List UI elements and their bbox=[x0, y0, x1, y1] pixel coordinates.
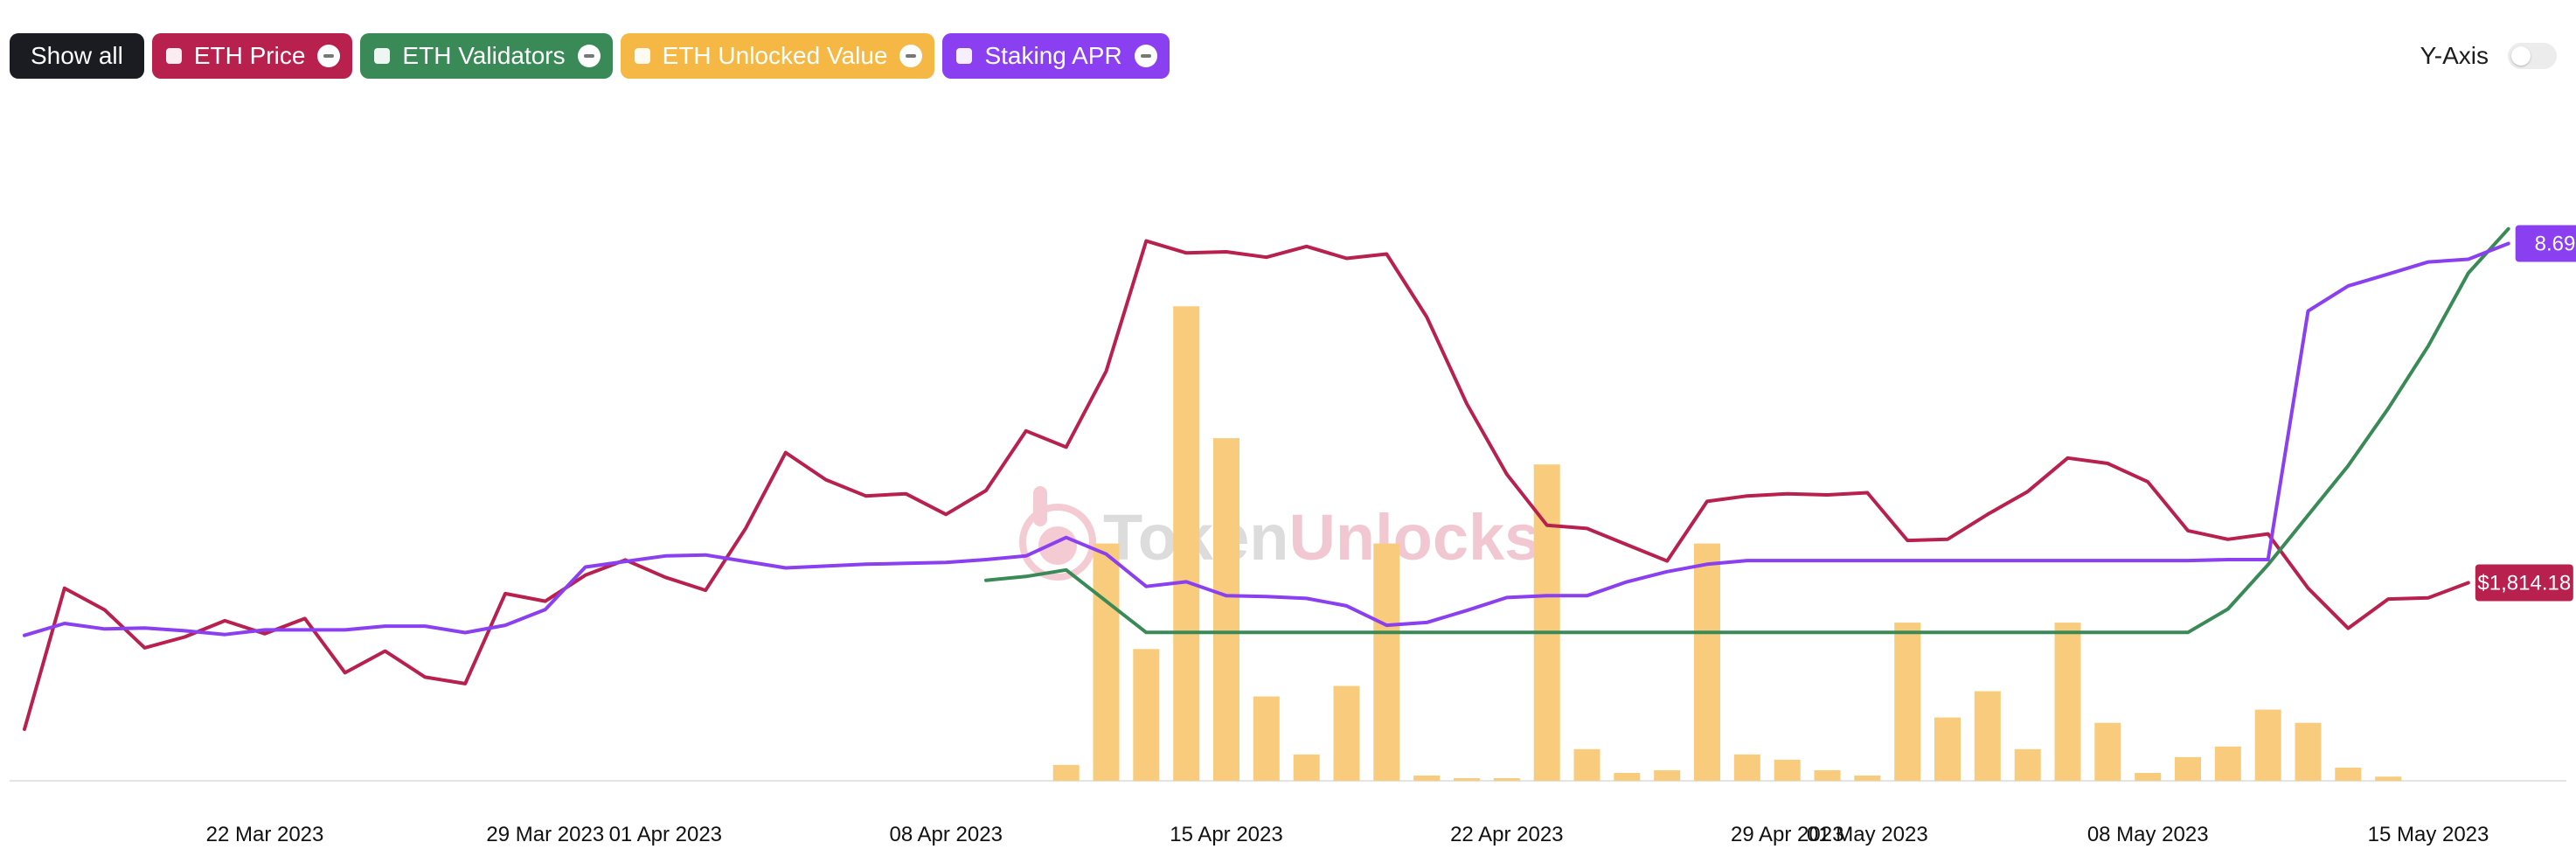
x-tick-label: 08 Apr 2023 bbox=[889, 823, 1002, 846]
bars-eth-unlocked-value bbox=[1052, 306, 2402, 782]
remove-icon[interactable] bbox=[577, 45, 601, 67]
bar-eth-unlocked-value bbox=[2175, 756, 2201, 781]
end-labels: $1,814.18 8.69% bbox=[2475, 225, 2576, 602]
end-label-box-eth-price bbox=[2475, 564, 2573, 602]
end-label-eth-price: $1,814.18 bbox=[2475, 564, 2573, 602]
bar-eth-unlocked-value bbox=[1454, 778, 1480, 781]
x-tick-label: 22 Mar 2023 bbox=[206, 823, 324, 846]
y-axis-label: Y-Axis bbox=[2420, 42, 2489, 69]
legend-chip-label: ETH Validators bbox=[402, 42, 566, 69]
svg-text:TokenUnlocks.: TokenUnlocks. bbox=[1103, 501, 1559, 574]
x-tick-label: 29 Apr 2023 bbox=[1731, 823, 1843, 846]
x-tick-label: 08 May 2023 bbox=[2087, 823, 2209, 846]
bar-eth-unlocked-value bbox=[2254, 709, 2281, 781]
line-eth-price bbox=[23, 239, 2470, 731]
x-axis-ticks: 22 Mar 2023 29 Mar 2023 01 Apr 2023 08 Apr … bbox=[206, 823, 2489, 846]
legend-chip-staking-apr[interactable]: Staking APR bbox=[942, 33, 1170, 79]
x-tick-label: 22 Apr 2023 bbox=[1450, 823, 1563, 846]
y-axis-control: Y-Axis bbox=[2420, 38, 2557, 73]
legend-bar: Show all ETH Price ETH Validators ETH Un… bbox=[10, 33, 1170, 79]
bar-eth-unlocked-value bbox=[1173, 306, 1200, 781]
legend-chip-label: ETH Unlocked Value bbox=[662, 42, 888, 69]
x-tick-label: 01 Apr 2023 bbox=[609, 823, 722, 846]
bar-eth-unlocked-value bbox=[1093, 543, 1120, 781]
legend-chip-eth-price[interactable]: ETH Price bbox=[151, 33, 353, 79]
bar-eth-unlocked-value bbox=[1694, 543, 1720, 781]
bar-eth-unlocked-value bbox=[2135, 773, 2162, 781]
checkbox-icon[interactable] bbox=[165, 48, 182, 64]
x-tick-label: 15 Apr 2023 bbox=[1170, 823, 1282, 846]
bar-eth-unlocked-value bbox=[1814, 769, 1841, 781]
bar-eth-unlocked-value bbox=[1974, 691, 2001, 781]
toggle-knob bbox=[2511, 46, 2531, 66]
bar-eth-unlocked-value bbox=[1253, 696, 1280, 781]
legend-chip-eth-unlocked-value[interactable]: ETH Unlocked Value bbox=[620, 33, 935, 79]
bar-eth-unlocked-value bbox=[2214, 746, 2241, 781]
bar-eth-unlocked-value bbox=[1894, 623, 1921, 781]
line-staking-apr bbox=[23, 241, 2510, 637]
bar-eth-unlocked-value bbox=[1934, 717, 1961, 781]
bar-eth-unlocked-value bbox=[1213, 438, 1239, 781]
bar-eth-unlocked-value bbox=[2014, 748, 2041, 781]
bar-eth-unlocked-value bbox=[1854, 776, 1881, 781]
watermark-logo-core bbox=[1038, 526, 1077, 565]
watermark-logo-hook bbox=[1033, 486, 1047, 526]
end-label-text-staking-apr: 8.69% bbox=[2535, 233, 2576, 256]
x-tick-label: 29 Mar 2023 bbox=[486, 823, 604, 846]
legend-chip-label: Staking APR bbox=[984, 42, 1122, 69]
remove-icon[interactable] bbox=[317, 45, 341, 67]
watermark-part2: Unlocks. bbox=[1288, 501, 1558, 574]
bar-eth-unlocked-value bbox=[2375, 776, 2402, 781]
bar-eth-unlocked-value bbox=[2295, 722, 2322, 781]
bar-eth-unlocked-value bbox=[1413, 776, 1441, 781]
show-all-button[interactable]: Show all bbox=[10, 33, 144, 79]
bar-eth-unlocked-value bbox=[1133, 649, 1160, 782]
bar-eth-unlocked-value bbox=[1573, 748, 1600, 781]
bar-eth-unlocked-value bbox=[1373, 543, 1400, 781]
x-tick-label: 01 May 2023 bbox=[1807, 823, 1928, 846]
legend-chip-eth-validators[interactable]: ETH Validators bbox=[360, 33, 613, 79]
lines-group bbox=[23, 226, 2510, 731]
remove-icon[interactable] bbox=[899, 45, 923, 67]
bar-eth-unlocked-value bbox=[1614, 773, 1641, 781]
bar-eth-unlocked-value bbox=[1052, 764, 1080, 781]
end-label-text-eth-price: $1,814.18 bbox=[2477, 572, 2571, 595]
checkbox-icon[interactable] bbox=[956, 48, 973, 64]
bar-eth-unlocked-value bbox=[1733, 754, 1760, 781]
remove-icon[interactable] bbox=[1134, 45, 1157, 67]
bar-eth-unlocked-value bbox=[2054, 623, 2081, 781]
checkbox-icon[interactable] bbox=[634, 48, 650, 64]
checkbox-icon[interactable] bbox=[374, 48, 391, 64]
x-tick-label: 15 May 2023 bbox=[2368, 823, 2489, 846]
bar-eth-unlocked-value bbox=[1774, 759, 1801, 781]
bar-eth-unlocked-value bbox=[1654, 769, 1681, 781]
end-label-staking-apr: 8.69% bbox=[2515, 225, 2576, 262]
end-label-box-staking-apr bbox=[2515, 225, 2576, 262]
y-axis-toggle[interactable] bbox=[2508, 43, 2557, 69]
bar-eth-unlocked-value bbox=[2094, 722, 2121, 781]
bar-eth-unlocked-value bbox=[2335, 767, 2362, 781]
bar-eth-unlocked-value bbox=[1493, 778, 1520, 781]
bar-eth-unlocked-value bbox=[1293, 754, 1320, 781]
bar-eth-unlocked-value bbox=[1533, 464, 1560, 781]
watermark-logo-ring bbox=[1019, 504, 1096, 581]
legend-chip-label: ETH Price bbox=[193, 42, 306, 69]
bar-eth-unlocked-value bbox=[1333, 686, 1360, 781]
